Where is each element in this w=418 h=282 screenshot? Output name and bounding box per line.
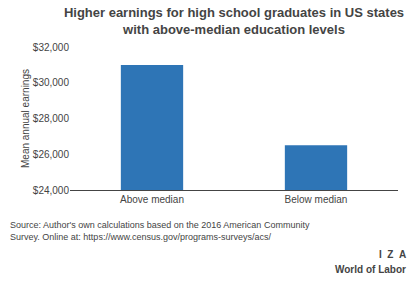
svg-text:I Z A: I Z A <box>379 249 406 260</box>
svg-text:$24,000: $24,000 <box>33 185 70 196</box>
svg-text:$28,000: $28,000 <box>33 113 70 124</box>
svg-text:Source: Author's own calculati: Source: Author's own calculations based … <box>10 220 310 242</box>
svg-text:Mean annual earnings: Mean annual earnings <box>20 69 31 168</box>
svg-text:Below median: Below median <box>285 194 348 205</box>
svg-text:$32,000: $32,000 <box>33 42 70 53</box>
svg-text:$26,000: $26,000 <box>33 149 70 160</box>
svg-text:World of Labor: World of Labor <box>335 264 406 275</box>
svg-text:$30,000: $30,000 <box>33 77 70 88</box>
svg-text:Above median: Above median <box>120 194 184 205</box>
svg-text:Higher earnings for high schoo: Higher earnings for high school graduate… <box>64 5 404 37</box>
